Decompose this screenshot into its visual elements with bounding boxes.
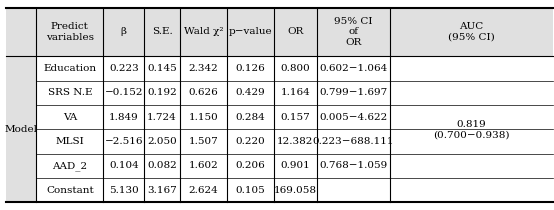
Text: MLSI: MLSI (55, 137, 84, 146)
Text: 0.157: 0.157 (280, 113, 310, 122)
Text: 1.150: 1.150 (189, 113, 218, 122)
Text: 0.105: 0.105 (236, 186, 265, 195)
Text: 0.223−688.111: 0.223−688.111 (312, 137, 394, 146)
FancyBboxPatch shape (6, 8, 552, 56)
Text: 3.167: 3.167 (147, 186, 177, 195)
Text: 1.724: 1.724 (147, 113, 177, 122)
Text: AAD_2: AAD_2 (52, 161, 88, 171)
Text: 0.626: 0.626 (189, 88, 218, 97)
Text: Wald χ²: Wald χ² (184, 28, 223, 37)
Text: 0.082: 0.082 (147, 161, 177, 170)
Text: S.E.: S.E. (152, 28, 172, 37)
FancyBboxPatch shape (6, 56, 36, 202)
Text: 1.507: 1.507 (189, 137, 218, 146)
Text: VA: VA (63, 113, 77, 122)
Text: 95% CI
of
OR: 95% CI of OR (334, 17, 372, 47)
Text: 0.429: 0.429 (236, 88, 265, 97)
Text: 0.220: 0.220 (236, 137, 265, 146)
Text: p−value: p−value (229, 28, 273, 37)
Text: 5.130: 5.130 (109, 186, 138, 195)
Text: 0.206: 0.206 (236, 161, 265, 170)
Text: 2.050: 2.050 (147, 137, 177, 146)
Text: AUC
(95% CI): AUC (95% CI) (448, 22, 495, 42)
Text: Model: Model (4, 125, 38, 134)
Text: 0.223: 0.223 (109, 64, 138, 73)
Text: β: β (121, 28, 127, 37)
Text: 0.901: 0.901 (280, 161, 310, 170)
Text: 12.382: 12.382 (277, 137, 314, 146)
Text: 2.342: 2.342 (189, 64, 218, 73)
Text: 0.800: 0.800 (280, 64, 310, 73)
Text: 169.058: 169.058 (274, 186, 317, 195)
Text: Constant: Constant (46, 186, 94, 195)
Text: 0.768−1.059: 0.768−1.059 (319, 161, 387, 170)
Text: 1.602: 1.602 (189, 161, 218, 170)
Text: 0.284: 0.284 (236, 113, 265, 122)
Text: 0.126: 0.126 (236, 64, 265, 73)
Text: 0.799−1.697: 0.799−1.697 (319, 88, 387, 97)
Text: 0.602−1.064: 0.602−1.064 (319, 64, 387, 73)
Text: SRS N.E: SRS N.E (48, 88, 92, 97)
Text: 1.164: 1.164 (280, 88, 310, 97)
Text: Education: Education (43, 64, 96, 73)
Text: −0.152: −0.152 (105, 88, 143, 97)
Text: 0.192: 0.192 (147, 88, 177, 97)
Text: 0.145: 0.145 (147, 64, 177, 73)
Text: Predict
variables: Predict variables (46, 22, 94, 42)
Text: −2.516: −2.516 (105, 137, 143, 146)
Text: 1.849: 1.849 (109, 113, 138, 122)
Text: 0.104: 0.104 (109, 161, 138, 170)
Text: OR: OR (287, 28, 304, 37)
Text: 0.005−4.622: 0.005−4.622 (319, 113, 387, 122)
Text: 0.819
(0.700−0.938): 0.819 (0.700−0.938) (433, 120, 510, 139)
Text: 2.624: 2.624 (189, 186, 218, 195)
